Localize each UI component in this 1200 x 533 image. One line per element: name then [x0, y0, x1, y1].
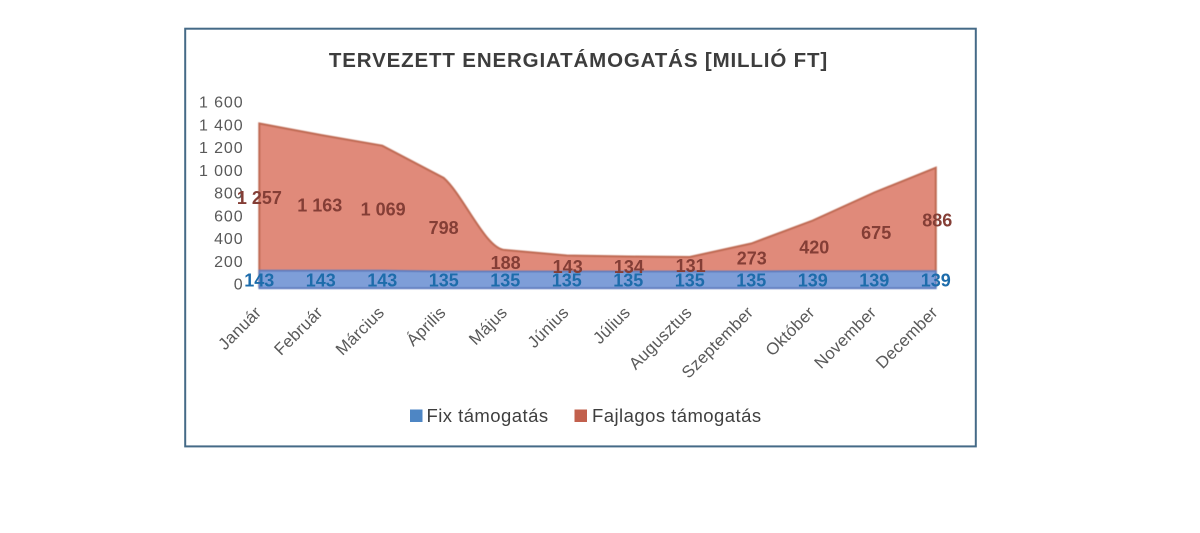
- svg-text:139: 139: [859, 271, 889, 291]
- svg-text:273: 273: [737, 248, 767, 268]
- svg-text:1 000: 1 000: [199, 163, 244, 180]
- svg-text:143: 143: [367, 271, 397, 291]
- svg-text:135: 135: [736, 271, 766, 291]
- svg-text:200: 200: [214, 254, 243, 271]
- svg-text:135: 135: [675, 271, 705, 291]
- svg-text:135: 135: [552, 271, 582, 291]
- svg-text:131: 131: [676, 256, 706, 276]
- svg-text:0: 0: [234, 277, 244, 294]
- svg-text:886: 886: [922, 211, 952, 231]
- svg-text:135: 135: [490, 271, 520, 291]
- svg-text:139: 139: [921, 271, 951, 291]
- svg-text:Fajlagos támogatás: Fajlagos támogatás: [592, 405, 762, 426]
- svg-text:1 257: 1 257: [237, 188, 282, 208]
- svg-text:798: 798: [429, 218, 459, 238]
- svg-text:1 600: 1 600: [199, 95, 244, 112]
- svg-text:Fix támogatás: Fix támogatás: [427, 405, 549, 426]
- svg-text:800: 800: [214, 186, 243, 203]
- svg-text:600: 600: [214, 208, 243, 225]
- svg-text:135: 135: [429, 271, 459, 291]
- svg-text:1 069: 1 069: [361, 200, 406, 220]
- svg-text:143: 143: [306, 271, 336, 291]
- svg-text:400: 400: [214, 231, 243, 248]
- svg-text:188: 188: [491, 253, 521, 273]
- svg-text:143: 143: [244, 271, 274, 291]
- svg-text:1 200: 1 200: [199, 140, 244, 157]
- svg-text:TERVEZETT ENERGIATÁMOGATÁS [MI: TERVEZETT ENERGIATÁMOGATÁS [MILLIÓ FT]: [329, 48, 828, 72]
- svg-text:135: 135: [613, 271, 643, 291]
- svg-text:143: 143: [553, 257, 583, 277]
- svg-text:139: 139: [798, 271, 828, 291]
- svg-text:420: 420: [799, 238, 829, 258]
- svg-text:134: 134: [614, 257, 644, 277]
- svg-text:675: 675: [861, 223, 891, 243]
- svg-text:1 163: 1 163: [297, 196, 342, 216]
- svg-text:1 400: 1 400: [199, 117, 244, 134]
